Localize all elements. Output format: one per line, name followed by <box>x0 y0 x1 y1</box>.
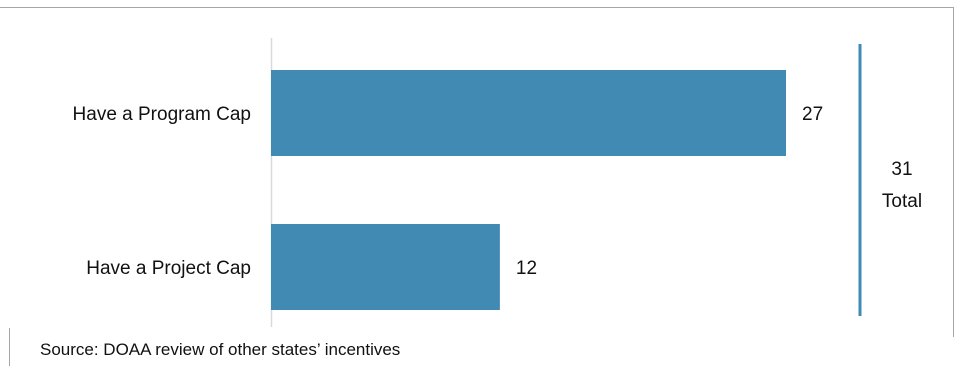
source-note: Source: DOAA review of other states’ inc… <box>40 340 401 359</box>
category-label-1: Have a Program Cap <box>73 104 251 125</box>
frame-top-border <box>0 7 953 8</box>
bar-2 <box>271 224 500 310</box>
total-value: 31 <box>891 159 912 180</box>
value-label-2: 12 <box>516 258 537 279</box>
total-label: Total <box>882 191 922 212</box>
bar-1 <box>271 70 786 156</box>
frame-left-border <box>9 328 10 366</box>
value-label-1: 27 <box>802 104 823 125</box>
frame-right-border <box>953 7 954 337</box>
category-label-2: Have a Project Cap <box>86 258 251 279</box>
